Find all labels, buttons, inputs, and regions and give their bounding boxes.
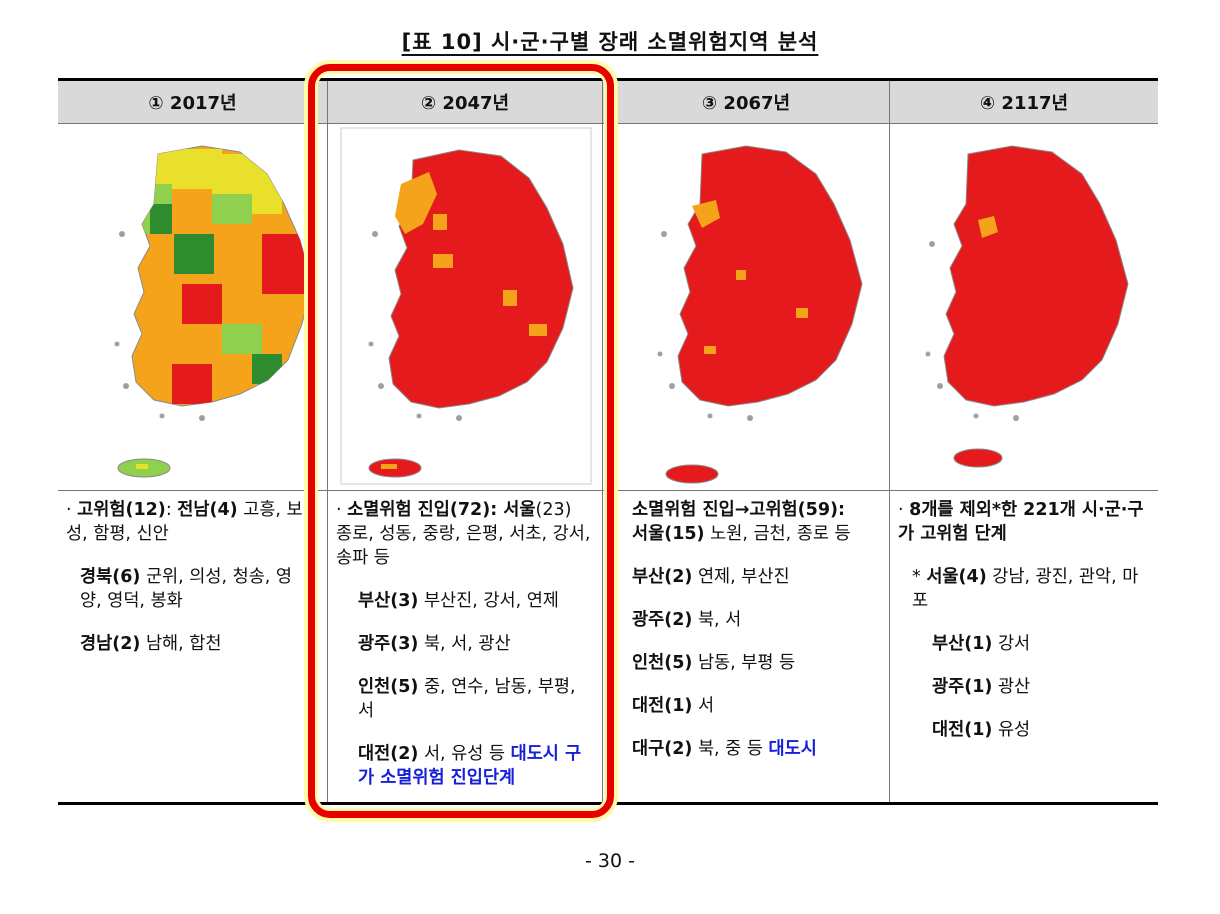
table-title: [표 10] 시·군·구별 장래 소멸위험지역 분석 — [401, 30, 819, 54]
map-2067 — [620, 124, 882, 490]
column-header-2017: ① 2017년 — [58, 81, 327, 124]
page-number: - 30 - — [585, 850, 635, 872]
column-divider — [889, 81, 890, 802]
column-header-2067: ③ 2067년 — [603, 81, 889, 124]
map-2017 — [62, 124, 324, 490]
analysis-text-2047: · 소멸위험 진입(72): 서울(23) 종로, 성동, 중랑, 은평, 서초… — [336, 500, 591, 788]
map-2117 — [896, 124, 1154, 490]
map-2047 — [333, 124, 599, 490]
analysis-text-2067: 소멸위험 진입→고위험(59): 서울(15) 노원, 금천, 종로 등 부산(2… — [632, 500, 851, 759]
column-header-2117: ④ 2117년 — [890, 81, 1158, 124]
analysis-text-2017: · 고위험(12): 전남(4) 고흥, 보성, 함평, 신안 경북(6) 군위… — [66, 500, 303, 654]
column-divider — [327, 81, 328, 802]
column-header-2047: ② 2047년 — [328, 81, 602, 124]
column-divider — [602, 81, 603, 802]
analysis-text-2117: · 8개를 제외*한 221개 시·군·구가 고위험 단계 * 서울(4) 강남… — [898, 500, 1144, 740]
highlight-frame-2047 — [308, 64, 614, 818]
